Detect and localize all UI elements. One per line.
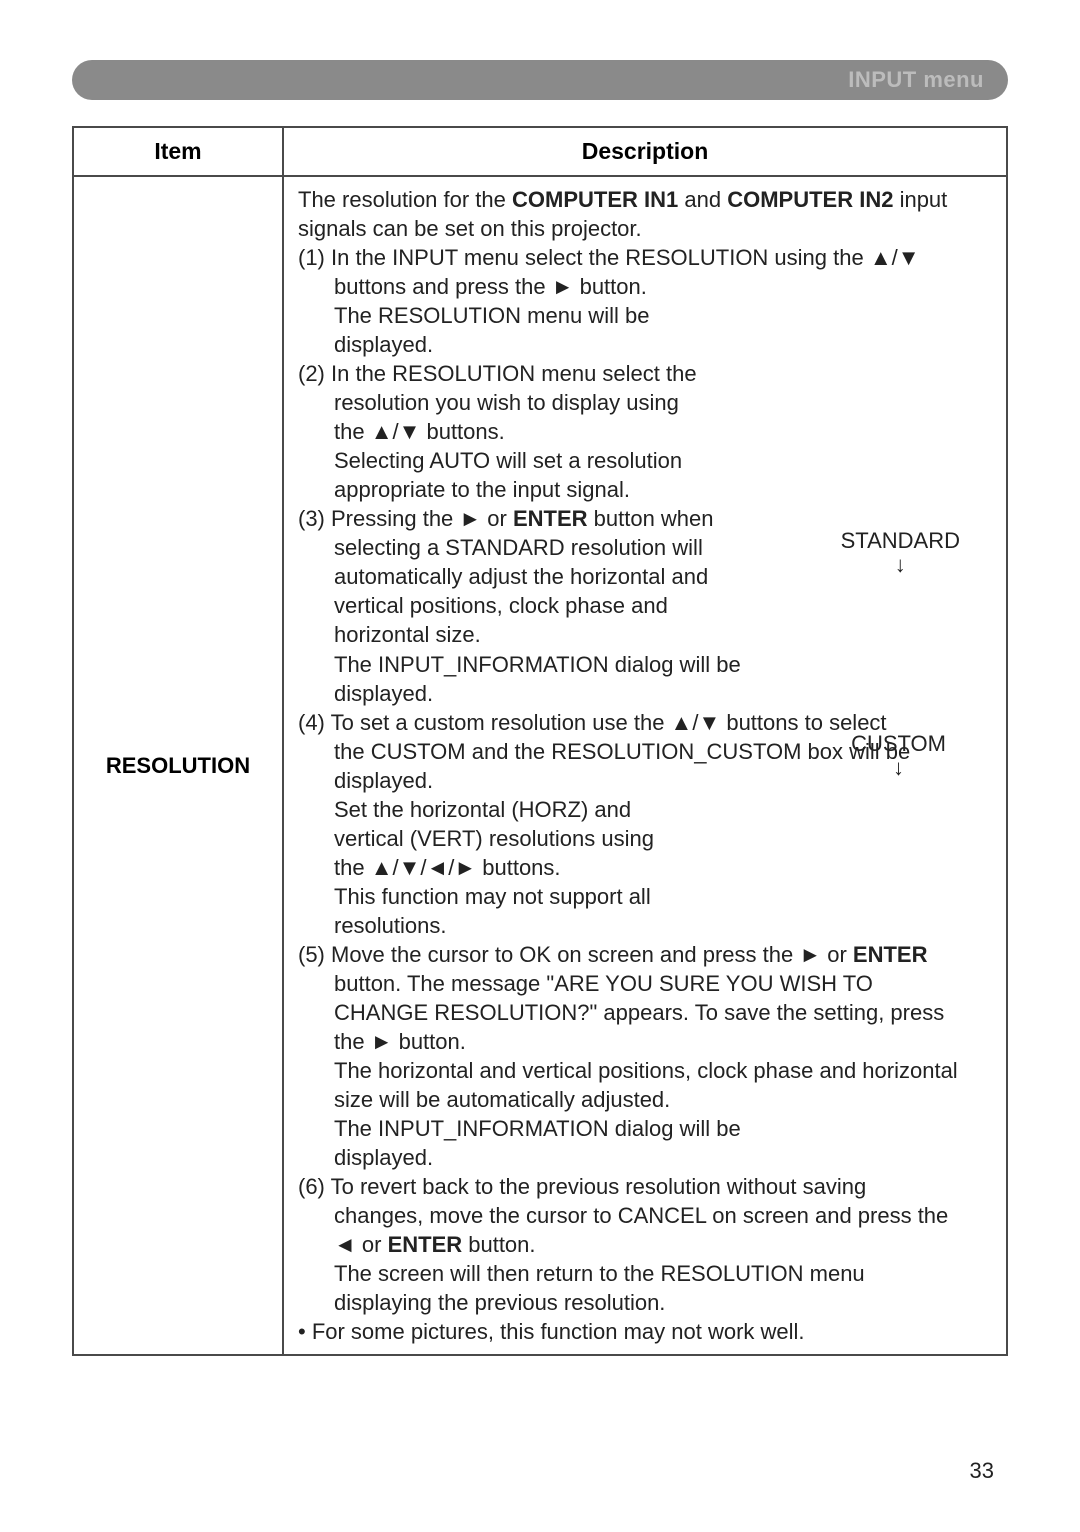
txt: The resolution for the [298,187,512,212]
main-table: Item Description RESOLUTION The resoluti… [72,126,1008,1356]
step4-g: This function may not support all [298,882,992,911]
step4-e: vertical (VERT) resolutions using [298,824,992,853]
note: • For some pictures, this function may n… [298,1317,992,1346]
step6-e: displaying the previous resolution. [298,1288,992,1317]
col-item: Item [73,127,283,176]
txt: and [678,187,727,212]
txt: button. [462,1232,535,1257]
page-number: 33 [970,1458,994,1484]
annot-label: CUSTOM [851,731,946,756]
intro-line: The resolution for the COMPUTER IN1 and … [298,185,992,243]
bold: ENTER [388,1232,463,1257]
txt: (3) Pressing the ► or [298,506,513,531]
step2-e: appropriate to the input signal. [298,475,992,504]
step1-a: (1) In the INPUT menu select the RESOLUT… [298,243,992,272]
step2-b: resolution you wish to display using [298,388,992,417]
header-title: INPUT menu [848,67,984,93]
step3-g: displayed. [298,679,992,708]
step5-e: The horizontal and vertical positions, c… [298,1056,992,1085]
step2-a: (2) In the RESOLUTION menu select the [298,359,992,388]
arrow-down-icon: ↓ [895,552,906,577]
step2-d: Selecting AUTO will set a resolution [298,446,992,475]
step3-e: horizontal size. [298,620,992,649]
step5-a: (5) Move the cursor to OK on screen and … [298,940,992,969]
bold: COMPUTER IN1 [512,187,678,212]
step5-f: size will be automatically adjusted. [298,1085,992,1114]
step1-c: The RESOLUTION menu will be [298,301,992,330]
header-bar: INPUT menu [72,60,1008,100]
row-label: RESOLUTION [73,176,283,1355]
annot-custom: CUSTOM ↓ [851,732,946,780]
bold: ENTER [513,506,588,531]
col-desc: Description [283,127,1007,176]
step6-b: changes, move the cursor to CANCEL on sc… [298,1201,992,1230]
step5-c: CHANGE RESOLUTION?" appears. To save the… [298,998,992,1027]
step6-c: ◄ or ENTER button. [298,1230,992,1259]
step3-f: The INPUT_INFORMATION dialog will be [298,650,992,679]
bold: COMPUTER IN2 [727,187,893,212]
page: INPUT menu Item Description RESOLUTION T… [0,0,1080,1532]
step5-b: button. The message "ARE YOU SURE YOU WI… [298,969,992,998]
annot-label: STANDARD [841,528,960,553]
step3-d: vertical positions, clock phase and [298,591,992,620]
step6-a: (6) To revert back to the previous resol… [298,1172,992,1201]
bold: ENTER [853,942,928,967]
txt: button when [588,506,714,531]
step1-b: buttons and press the ► button. [298,272,992,301]
step4-h: resolutions. [298,911,992,940]
step1-d: displayed. [298,330,992,359]
step4-d: Set the horizontal (HORZ) and [298,795,992,824]
step6-d: The screen will then return to the RESOL… [298,1259,992,1288]
txt: ◄ or [334,1232,388,1257]
annot-standard: STANDARD ↓ [841,529,960,577]
arrow-down-icon: ↓ [893,755,904,780]
step4-f: the ▲/▼/◄/► buttons. [298,853,992,882]
step2-c: the ▲/▼ buttons. [298,417,992,446]
description-cell: The resolution for the COMPUTER IN1 and … [283,176,1007,1355]
step5-d: the ► button. [298,1027,992,1056]
step5-g: The INPUT_INFORMATION dialog will be [298,1114,992,1143]
txt: (5) Move the cursor to OK on screen and … [298,942,853,967]
step5-h: displayed. [298,1143,992,1172]
